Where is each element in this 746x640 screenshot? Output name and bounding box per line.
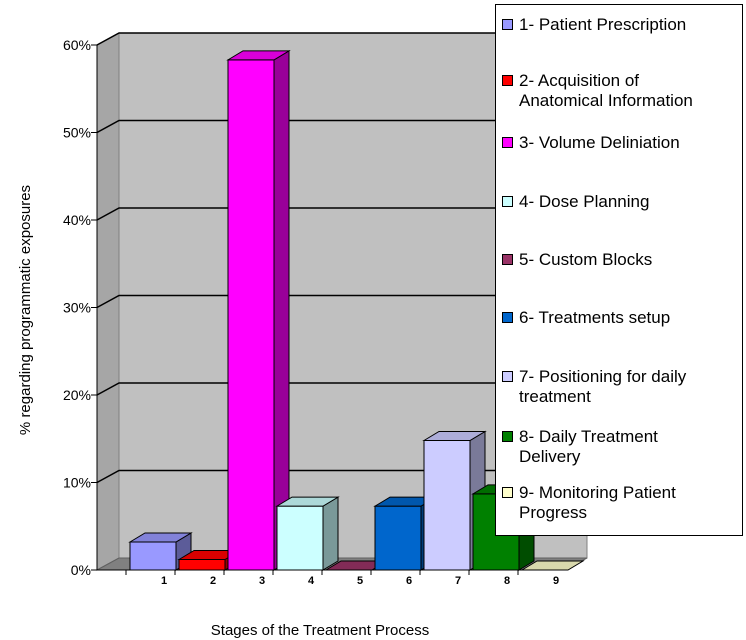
legend-item-5: 5- Custom Blocks bbox=[502, 250, 742, 270]
x-axis-title: Stages of the Treatment Process bbox=[211, 622, 429, 639]
legend-label: 6- Treatments setup bbox=[519, 308, 671, 327]
gridline bbox=[96, 294, 587, 309]
bar-top bbox=[226, 50, 291, 61]
x-tick-label: 5 bbox=[357, 575, 363, 587]
legend-swatch bbox=[502, 196, 513, 207]
y-tick-label: 50% bbox=[63, 125, 91, 141]
legend-label: 9- Monitoring Patient Progress bbox=[519, 483, 676, 522]
bar-front bbox=[276, 505, 324, 571]
legend-swatch bbox=[502, 19, 513, 30]
x-tick-label: 8 bbox=[504, 575, 510, 587]
legend-label: 2- Acquisition of Anatomical Information bbox=[519, 71, 693, 110]
bar-front bbox=[374, 505, 422, 571]
legend-swatch bbox=[502, 371, 513, 382]
bar-side bbox=[273, 49, 290, 571]
legend-item-3: 3- Volume Deliniation bbox=[502, 133, 742, 153]
legend-swatch bbox=[502, 487, 513, 498]
x-tick-label: 2 bbox=[210, 575, 216, 587]
bar-1 bbox=[128, 532, 193, 571]
y-tick-label: 60% bbox=[63, 37, 91, 53]
bar-top bbox=[128, 532, 193, 543]
y-axis-title: % regarding programmatic exposures bbox=[17, 185, 34, 435]
x-tick-label: 1 bbox=[161, 575, 167, 587]
x-axis-ticks: 1 2 3 4 5 6 7 8 9 bbox=[125, 570, 559, 587]
x-tick-label: 9 bbox=[553, 575, 559, 587]
legend-swatch bbox=[502, 431, 513, 442]
gridline bbox=[96, 382, 587, 396]
bar-front bbox=[227, 59, 275, 571]
bar-front bbox=[178, 559, 226, 571]
legend-label: 5- Custom Blocks bbox=[519, 250, 653, 269]
y-tick-label: 20% bbox=[63, 387, 91, 403]
bar-front bbox=[129, 541, 177, 571]
gridline bbox=[96, 207, 587, 221]
x-tick-label: 6 bbox=[406, 575, 412, 587]
bar-side bbox=[322, 496, 339, 571]
gridline bbox=[96, 32, 587, 46]
legend-label: 3- Volume Deliniation bbox=[519, 133, 680, 152]
bar-top bbox=[422, 431, 487, 441]
gridline bbox=[96, 119, 587, 134]
x-tick-label: 4 bbox=[308, 575, 315, 587]
legend-label: 7- Positioning for daily treatment bbox=[519, 367, 687, 406]
bar-front bbox=[423, 440, 471, 571]
legend-swatch bbox=[502, 312, 513, 323]
y-tick-label: 40% bbox=[63, 212, 91, 228]
bar-4 bbox=[275, 496, 340, 571]
legend-item-4: 4- Dose Planning bbox=[502, 192, 742, 212]
legend: 1- Patient Prescription 2- Acquisition of… bbox=[495, 4, 743, 536]
y-tick-label: 10% bbox=[63, 475, 91, 491]
legend-item-6: 6- Treatments setup bbox=[502, 308, 742, 328]
legend-label: 4- Dose Planning bbox=[519, 192, 650, 211]
legend-item-7: 7- Positioning for daily treatment bbox=[502, 367, 742, 407]
gridlines bbox=[96, 32, 587, 484]
bar-top bbox=[275, 496, 340, 507]
y-tick-label: 0% bbox=[71, 562, 91, 578]
x-tick-label: 3 bbox=[259, 575, 265, 587]
legend-item-2: 2- Acquisition of Anatomical Information bbox=[502, 71, 742, 111]
legend-swatch bbox=[502, 254, 513, 265]
y-axis-ticks: 0% 10% 20% 30% 40% 50% 60% bbox=[63, 37, 565, 578]
legend-swatch bbox=[502, 75, 513, 86]
bar-3 bbox=[226, 49, 291, 571]
legend-item-1: 1- Patient Prescription bbox=[502, 15, 742, 35]
legend-item-9: 9- Monitoring Patient Progress bbox=[502, 483, 742, 523]
legend-label: 8- Daily Treatment Delivery bbox=[519, 427, 658, 466]
x-tick-label: 7 bbox=[455, 575, 461, 587]
legend-item-8: 8- Daily Treatment Delivery bbox=[502, 427, 742, 467]
bar-9 bbox=[520, 560, 585, 571]
bar-top bbox=[520, 560, 585, 571]
y-tick-label: 30% bbox=[63, 300, 91, 316]
legend-label: 1- Patient Prescription bbox=[519, 15, 687, 34]
legend-swatch bbox=[502, 137, 513, 148]
